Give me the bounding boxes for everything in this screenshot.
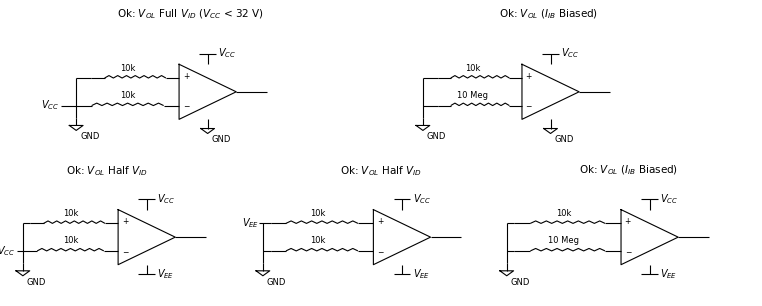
Text: Ok: $V_{OL}$ Half $V_{ID}$: Ok: $V_{OL}$ Half $V_{ID}$	[66, 164, 148, 177]
Text: −: −	[377, 248, 383, 257]
Text: $V_{CC}$: $V_{CC}$	[0, 244, 15, 258]
Text: $V_{EE}$: $V_{EE}$	[413, 267, 430, 281]
Text: GND: GND	[27, 278, 46, 286]
Text: −: −	[122, 248, 128, 257]
Text: 10k: 10k	[120, 91, 136, 100]
Text: −: −	[183, 102, 189, 111]
Text: 10 Meg: 10 Meg	[549, 237, 579, 245]
Text: $V_{CC}$: $V_{CC}$	[218, 47, 236, 61]
Text: $V_{EE}$: $V_{EE}$	[158, 267, 174, 281]
Text: $V_{CC}$: $V_{CC}$	[561, 47, 579, 61]
Text: 10k: 10k	[310, 237, 326, 245]
Text: Ok: $V_{OL}$ ($I_{IB}$ Biased): Ok: $V_{OL}$ ($I_{IB}$ Biased)	[499, 8, 598, 21]
Text: $V_{EE}$: $V_{EE}$	[660, 267, 677, 281]
Text: −: −	[526, 102, 532, 111]
Text: Ok: $V_{OL}$ Full $V_{ID}$ ($V_{CC}$ < 32 V): Ok: $V_{OL}$ Full $V_{ID}$ ($V_{CC}$ < 3…	[117, 8, 264, 21]
Text: $V_{CC}$: $V_{CC}$	[413, 192, 431, 206]
Text: $V_{CC}$: $V_{CC}$	[158, 192, 175, 206]
Text: 10k: 10k	[310, 209, 326, 218]
Text: GND: GND	[267, 278, 286, 286]
Text: GND: GND	[80, 132, 99, 141]
Text: GND: GND	[211, 135, 231, 144]
Text: Ok: $V_{OL}$ Half $V_{ID}$: Ok: $V_{OL}$ Half $V_{ID}$	[340, 164, 422, 177]
Text: GND: GND	[511, 278, 530, 286]
Text: $V_{CC}$: $V_{CC}$	[660, 192, 678, 206]
Text: +: +	[183, 72, 189, 81]
Text: $V_{CC}$: $V_{CC}$	[41, 99, 59, 113]
Text: +: +	[377, 217, 383, 226]
Text: 10k: 10k	[465, 64, 480, 73]
Text: 10 Meg: 10 Meg	[457, 91, 488, 100]
Text: −: −	[625, 248, 631, 257]
Text: 10k: 10k	[120, 64, 136, 73]
Text: 10k: 10k	[62, 237, 78, 245]
Text: Ok: $V_{OL}$ ($I_{IB}$ Biased): Ok: $V_{OL}$ ($I_{IB}$ Biased)	[579, 164, 678, 177]
Text: $V_{EE}$: $V_{EE}$	[242, 216, 259, 230]
Text: GND: GND	[427, 132, 446, 141]
Text: 10k: 10k	[556, 209, 572, 218]
Text: +: +	[526, 72, 532, 81]
Text: +: +	[122, 217, 128, 226]
Text: +: +	[625, 217, 631, 226]
Text: 10k: 10k	[62, 209, 78, 218]
Text: GND: GND	[555, 135, 574, 144]
